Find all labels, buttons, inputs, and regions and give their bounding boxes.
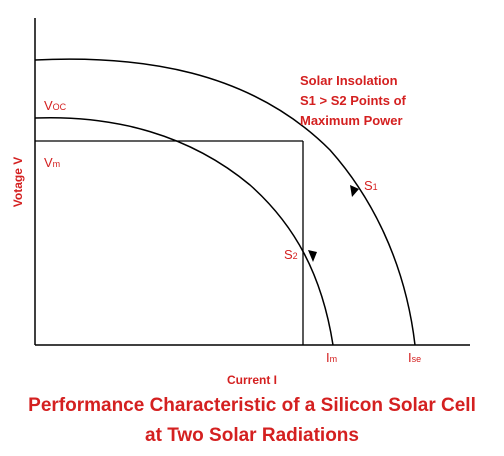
annotation-line-2: S1 > S2 Points of [300,93,407,108]
curve-s2 [34,116,334,346]
voc-label: VOC [44,98,67,113]
s2-arrow-icon [308,250,317,262]
im-label: Im [326,350,337,365]
x-axis-title: Current I [227,373,277,387]
annotation-line-1: Solar Insolation [300,73,398,88]
s2-label: S2 [284,247,298,262]
vm-label: Vm [44,155,60,170]
caption-line-1: Performance Characteristic of a Silicon … [28,395,476,416]
y-axis-title: Votage V [11,157,25,207]
caption-line-2: at Two Solar Radiations [145,425,359,446]
s1-arrow-icon [350,185,359,197]
ise-label: Ise [408,350,421,365]
s1-label: S1 [364,178,378,193]
annotation-line-3: Maximum Power [300,113,403,128]
curve-s1 [34,58,416,346]
